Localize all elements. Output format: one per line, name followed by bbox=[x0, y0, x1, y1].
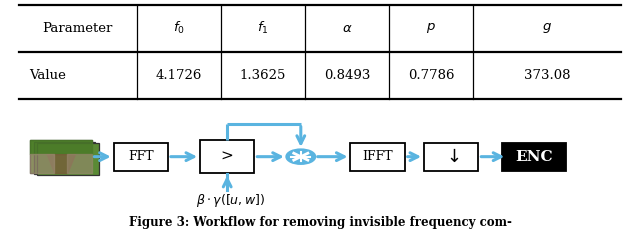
FancyBboxPatch shape bbox=[114, 143, 168, 171]
FancyBboxPatch shape bbox=[424, 143, 479, 171]
Text: IFFT: IFFT bbox=[362, 150, 393, 163]
Text: $f_1$: $f_1$ bbox=[257, 20, 269, 36]
Text: $\beta \cdot \gamma([u, w])$: $\beta \cdot \gamma([u, w])$ bbox=[196, 192, 265, 209]
Text: Value: Value bbox=[29, 69, 66, 82]
Text: ENC: ENC bbox=[516, 150, 553, 164]
Text: 373.08: 373.08 bbox=[524, 69, 570, 82]
Text: $f_0$: $f_0$ bbox=[173, 20, 184, 36]
FancyBboxPatch shape bbox=[30, 140, 92, 173]
Text: Figure 3: Workflow for removing invisible frequency com-: Figure 3: Workflow for removing invisibl… bbox=[129, 216, 511, 229]
FancyBboxPatch shape bbox=[351, 143, 405, 171]
Text: 0.7786: 0.7786 bbox=[408, 69, 454, 82]
FancyBboxPatch shape bbox=[502, 143, 566, 171]
Text: 0.8493: 0.8493 bbox=[324, 69, 371, 82]
Text: 1.3625: 1.3625 bbox=[239, 69, 286, 82]
FancyBboxPatch shape bbox=[200, 141, 255, 173]
Circle shape bbox=[287, 150, 315, 164]
Text: $g$: $g$ bbox=[542, 21, 552, 35]
FancyBboxPatch shape bbox=[37, 143, 99, 176]
Text: FFT: FFT bbox=[128, 150, 154, 163]
Text: $\alpha$: $\alpha$ bbox=[342, 22, 353, 35]
Text: >: > bbox=[221, 150, 234, 164]
Text: 4.1726: 4.1726 bbox=[156, 69, 202, 82]
Text: $\downarrow$: $\downarrow$ bbox=[443, 148, 460, 166]
Text: $p$: $p$ bbox=[426, 21, 436, 35]
Text: Parameter: Parameter bbox=[43, 22, 113, 35]
FancyBboxPatch shape bbox=[34, 142, 95, 174]
